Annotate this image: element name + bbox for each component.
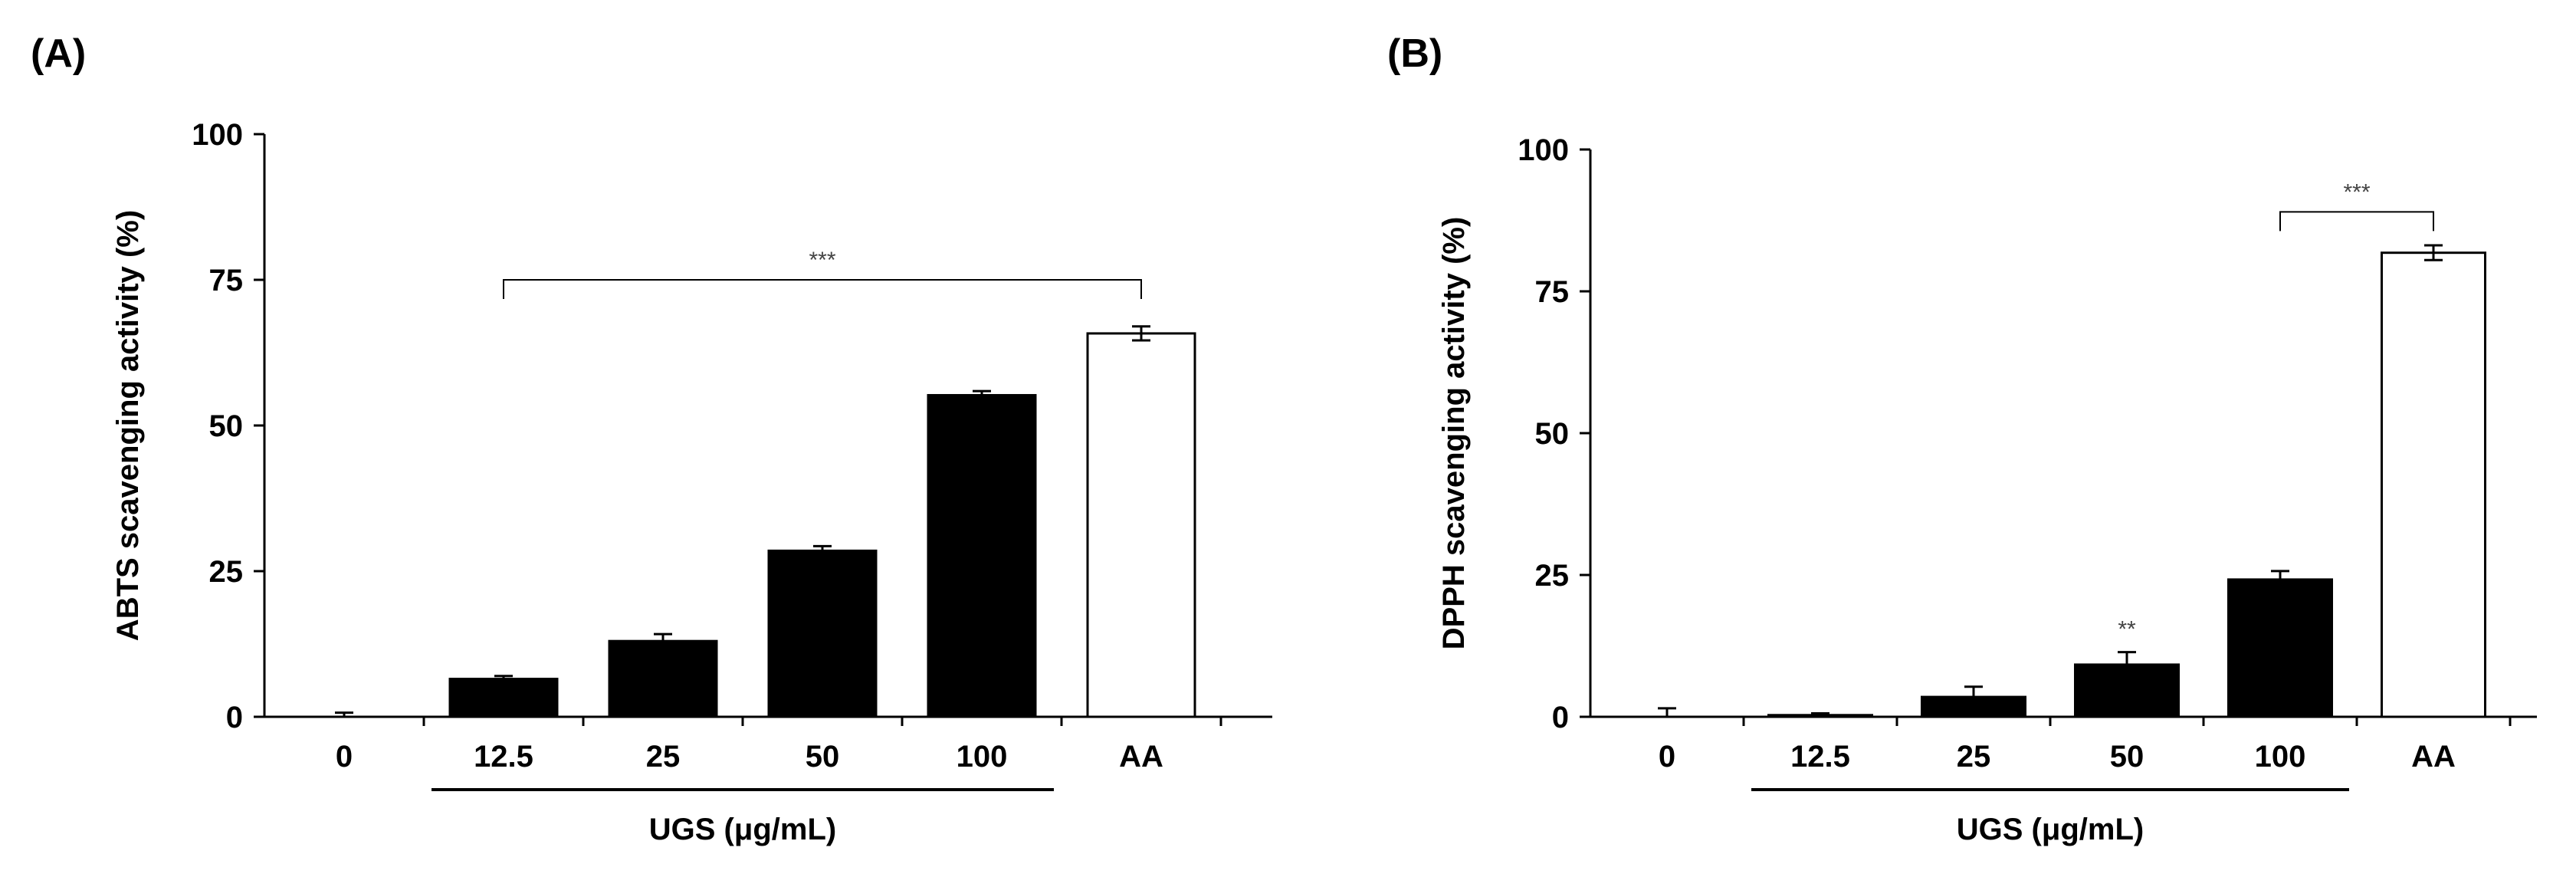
y-tick-label-b: 50: [1535, 417, 1570, 451]
x-tick-label-a: AA: [1119, 740, 1163, 774]
bar-b: [2381, 251, 2486, 718]
bar-b: [2227, 578, 2333, 718]
x-tick-label-b: 12.5: [1790, 740, 1850, 774]
x-axis-title-a: UGS (μg/mL): [649, 813, 836, 846]
bar-a: [448, 678, 559, 718]
x-axis-title-b: UGS (μg/mL): [1957, 813, 2144, 846]
x-tick-label-a: 12.5: [474, 740, 533, 774]
panel-b-label: (B): [1387, 31, 1443, 76]
y-axis-title-a: ABTS scavenging activity (%): [111, 210, 145, 641]
y-axis-title-b: DPPH scavenging activity (%): [1437, 217, 1471, 650]
y-tick-label-a: 100: [192, 118, 243, 152]
y-tick-label-a: 50: [209, 409, 244, 443]
panel-a-label: (A): [31, 31, 87, 76]
x-tick-label-b: AA: [2411, 740, 2456, 774]
y-tick-label-b: 100: [1518, 133, 1569, 167]
significance-marker-b: **: [2118, 617, 2136, 642]
bar-a: [767, 549, 878, 718]
bar-a: [1086, 332, 1196, 718]
y-tick-label-b: 0: [1552, 701, 1569, 734]
significance-bracket-b: [2279, 211, 2434, 232]
x-tick-label-a: 0: [336, 740, 353, 774]
x-tick-label-a: 100: [957, 740, 1008, 774]
x-tick-label-b: 25: [1957, 740, 1991, 774]
bar-a: [608, 639, 718, 718]
x-tick-label-b: 100: [2255, 740, 2306, 774]
x-tick-label-a: 25: [646, 740, 681, 774]
x-tick-label-a: 50: [806, 740, 840, 774]
y-tick-label-a: 25: [209, 555, 244, 589]
y-tick-label-b: 75: [1535, 275, 1570, 309]
x-tick-label-b: 0: [1659, 740, 1675, 774]
significance-label-b: ***: [2343, 179, 2370, 205]
y-tick-label-a: 75: [209, 264, 244, 297]
x-tick-label-b: 50: [2110, 740, 2144, 774]
significance-label-a: ***: [809, 248, 835, 273]
y-tick-label-a: 0: [226, 701, 243, 734]
significance-bracket-a: [503, 279, 1142, 299]
y-tick-label-b: 25: [1535, 559, 1570, 593]
bar-a: [927, 393, 1037, 718]
